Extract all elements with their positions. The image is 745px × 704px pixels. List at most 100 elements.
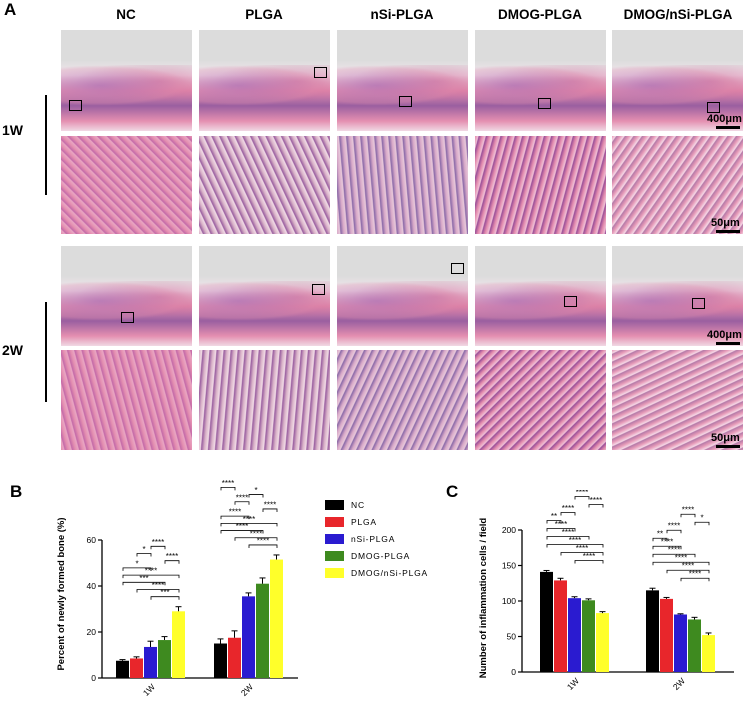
panel-label-c: C xyxy=(446,482,459,501)
scale-bar-1w-high xyxy=(716,230,740,233)
significance-label: **** xyxy=(576,544,588,553)
legend-swatch xyxy=(325,499,344,510)
histology-detail-2w-dmog-plga xyxy=(475,350,606,450)
significance-label: **** xyxy=(145,567,157,576)
y-tick-label: 200 xyxy=(502,525,516,535)
legend-label: nSi-PLGA xyxy=(351,533,396,544)
region-of-interest-box xyxy=(707,102,720,113)
histology-overview-1w-dmog-plga xyxy=(475,30,606,131)
region-of-interest-box xyxy=(69,100,82,111)
legend-swatch xyxy=(325,533,344,544)
tissue-overlay xyxy=(612,65,743,106)
histology-overview-1w-nc xyxy=(61,30,192,131)
histology-overview-1w-plga xyxy=(199,30,330,131)
significance-label: **** xyxy=(689,570,701,579)
significance-label: **** xyxy=(569,536,581,545)
y-tick-label: 100 xyxy=(502,596,516,606)
tissue-overlay xyxy=(475,281,606,321)
legend-label: PLGA xyxy=(351,516,377,527)
significance-label: **** xyxy=(236,522,248,531)
bar-dmog-plga-1w xyxy=(582,600,595,672)
y-tick-label: 40 xyxy=(87,581,97,591)
histology-overview-1w-nsi-plga xyxy=(337,30,468,131)
significance-bracket xyxy=(546,544,604,548)
column-header-nc: NC xyxy=(116,7,136,22)
significance-label: **** xyxy=(243,515,255,524)
significance-bracket xyxy=(220,522,278,527)
bar-dmog-nsi-plga-2w xyxy=(702,635,715,672)
bar-dmog-plga-2w xyxy=(688,619,701,672)
significance-bracket xyxy=(546,528,576,532)
histology-detail-2w-plga xyxy=(199,350,330,450)
significance-label: **** xyxy=(229,508,241,517)
significance-label: *** xyxy=(139,574,148,583)
significance-bracket xyxy=(574,496,590,500)
significance-label: **** xyxy=(590,496,602,505)
significance-label: **** xyxy=(668,546,680,555)
x-tick-label: 1W xyxy=(141,682,157,698)
legend-item: DMOG/nSi-PLGA xyxy=(325,564,445,581)
legend-item: nSi-PLGA xyxy=(325,530,445,547)
significance-bracket xyxy=(574,560,604,564)
significance-bracket xyxy=(136,553,152,557)
significance-bracket xyxy=(262,508,278,512)
significance-label: **** xyxy=(166,552,178,561)
bar-nc-2w xyxy=(214,643,227,678)
legend: NC PLGA nSi-PLGA DMOG-PLGA DMOG/nSi-PLGA xyxy=(325,496,445,581)
histology-detail-1w-plga xyxy=(199,136,330,234)
significance-bracket xyxy=(122,574,180,579)
significance-bracket xyxy=(652,553,696,558)
histology-detail-2w-nsi-plga xyxy=(337,350,468,450)
significance-label: **** xyxy=(236,493,248,502)
bar-plga-2w xyxy=(660,598,673,672)
bar-nc-2w xyxy=(646,590,659,672)
significance-bracket xyxy=(220,530,264,534)
bar-plga-1w xyxy=(554,580,567,672)
significance-label: *** xyxy=(160,588,169,597)
significance-label: **** xyxy=(152,538,164,547)
legend-label: NC xyxy=(351,499,365,510)
tissue-overlay xyxy=(337,281,468,321)
tissue-overlay xyxy=(199,65,330,106)
region-of-interest-box xyxy=(121,312,134,323)
tissue-overlay xyxy=(61,281,192,321)
significance-label: **** xyxy=(562,528,574,537)
significance-label: **** xyxy=(576,490,588,497)
row-bracket-2w xyxy=(45,302,47,402)
region-of-interest-box xyxy=(451,263,464,274)
legend-item: DMOG-PLGA xyxy=(325,547,445,564)
significance-bracket xyxy=(220,515,250,520)
bar-nsi-plga-2w xyxy=(242,596,255,678)
significance-label: **** xyxy=(682,562,694,571)
significance-bracket xyxy=(122,567,152,571)
significance-label: **** xyxy=(250,529,262,538)
bar-nc-1w xyxy=(116,660,129,678)
bar-plga-1w xyxy=(130,658,143,678)
legend-swatch xyxy=(325,550,344,561)
region-of-interest-box xyxy=(399,96,412,107)
significance-label: * xyxy=(135,559,138,568)
x-tick-label: 2W xyxy=(239,682,255,698)
x-tick-label: 1W xyxy=(565,676,581,692)
significance-bracket xyxy=(546,520,562,524)
bar-dmog-nsi-plga-1w xyxy=(172,611,185,678)
column-header-dmog-nsi-plga: DMOG/nSi-PLGA xyxy=(623,7,733,22)
histology-detail-2w-nc xyxy=(61,350,192,450)
significance-bracket xyxy=(164,560,180,564)
x-tick-label: 2W xyxy=(671,676,687,692)
histology-overview-2w-dmog-plga xyxy=(475,246,606,346)
significance-label: * xyxy=(254,486,257,495)
bar-dmog-plga-2w xyxy=(256,583,269,678)
legend-item: PLGA xyxy=(325,513,445,530)
scale-bar-2w-high xyxy=(716,445,740,448)
column-header-nsi-plga: nSi-PLGA xyxy=(370,7,434,22)
significance-label: **** xyxy=(222,480,234,488)
scale-bar-1w-low xyxy=(716,126,740,129)
column-header-plga: PLGA xyxy=(245,7,283,22)
significance-bracket xyxy=(680,577,710,582)
histology-detail-1w-nc xyxy=(61,136,192,234)
histology-detail-1w-dmog-nsi-plga xyxy=(612,136,743,234)
legend-label: DMOG-PLGA xyxy=(351,550,411,561)
significance-label: * xyxy=(700,514,703,523)
significance-label: ** xyxy=(551,512,557,521)
